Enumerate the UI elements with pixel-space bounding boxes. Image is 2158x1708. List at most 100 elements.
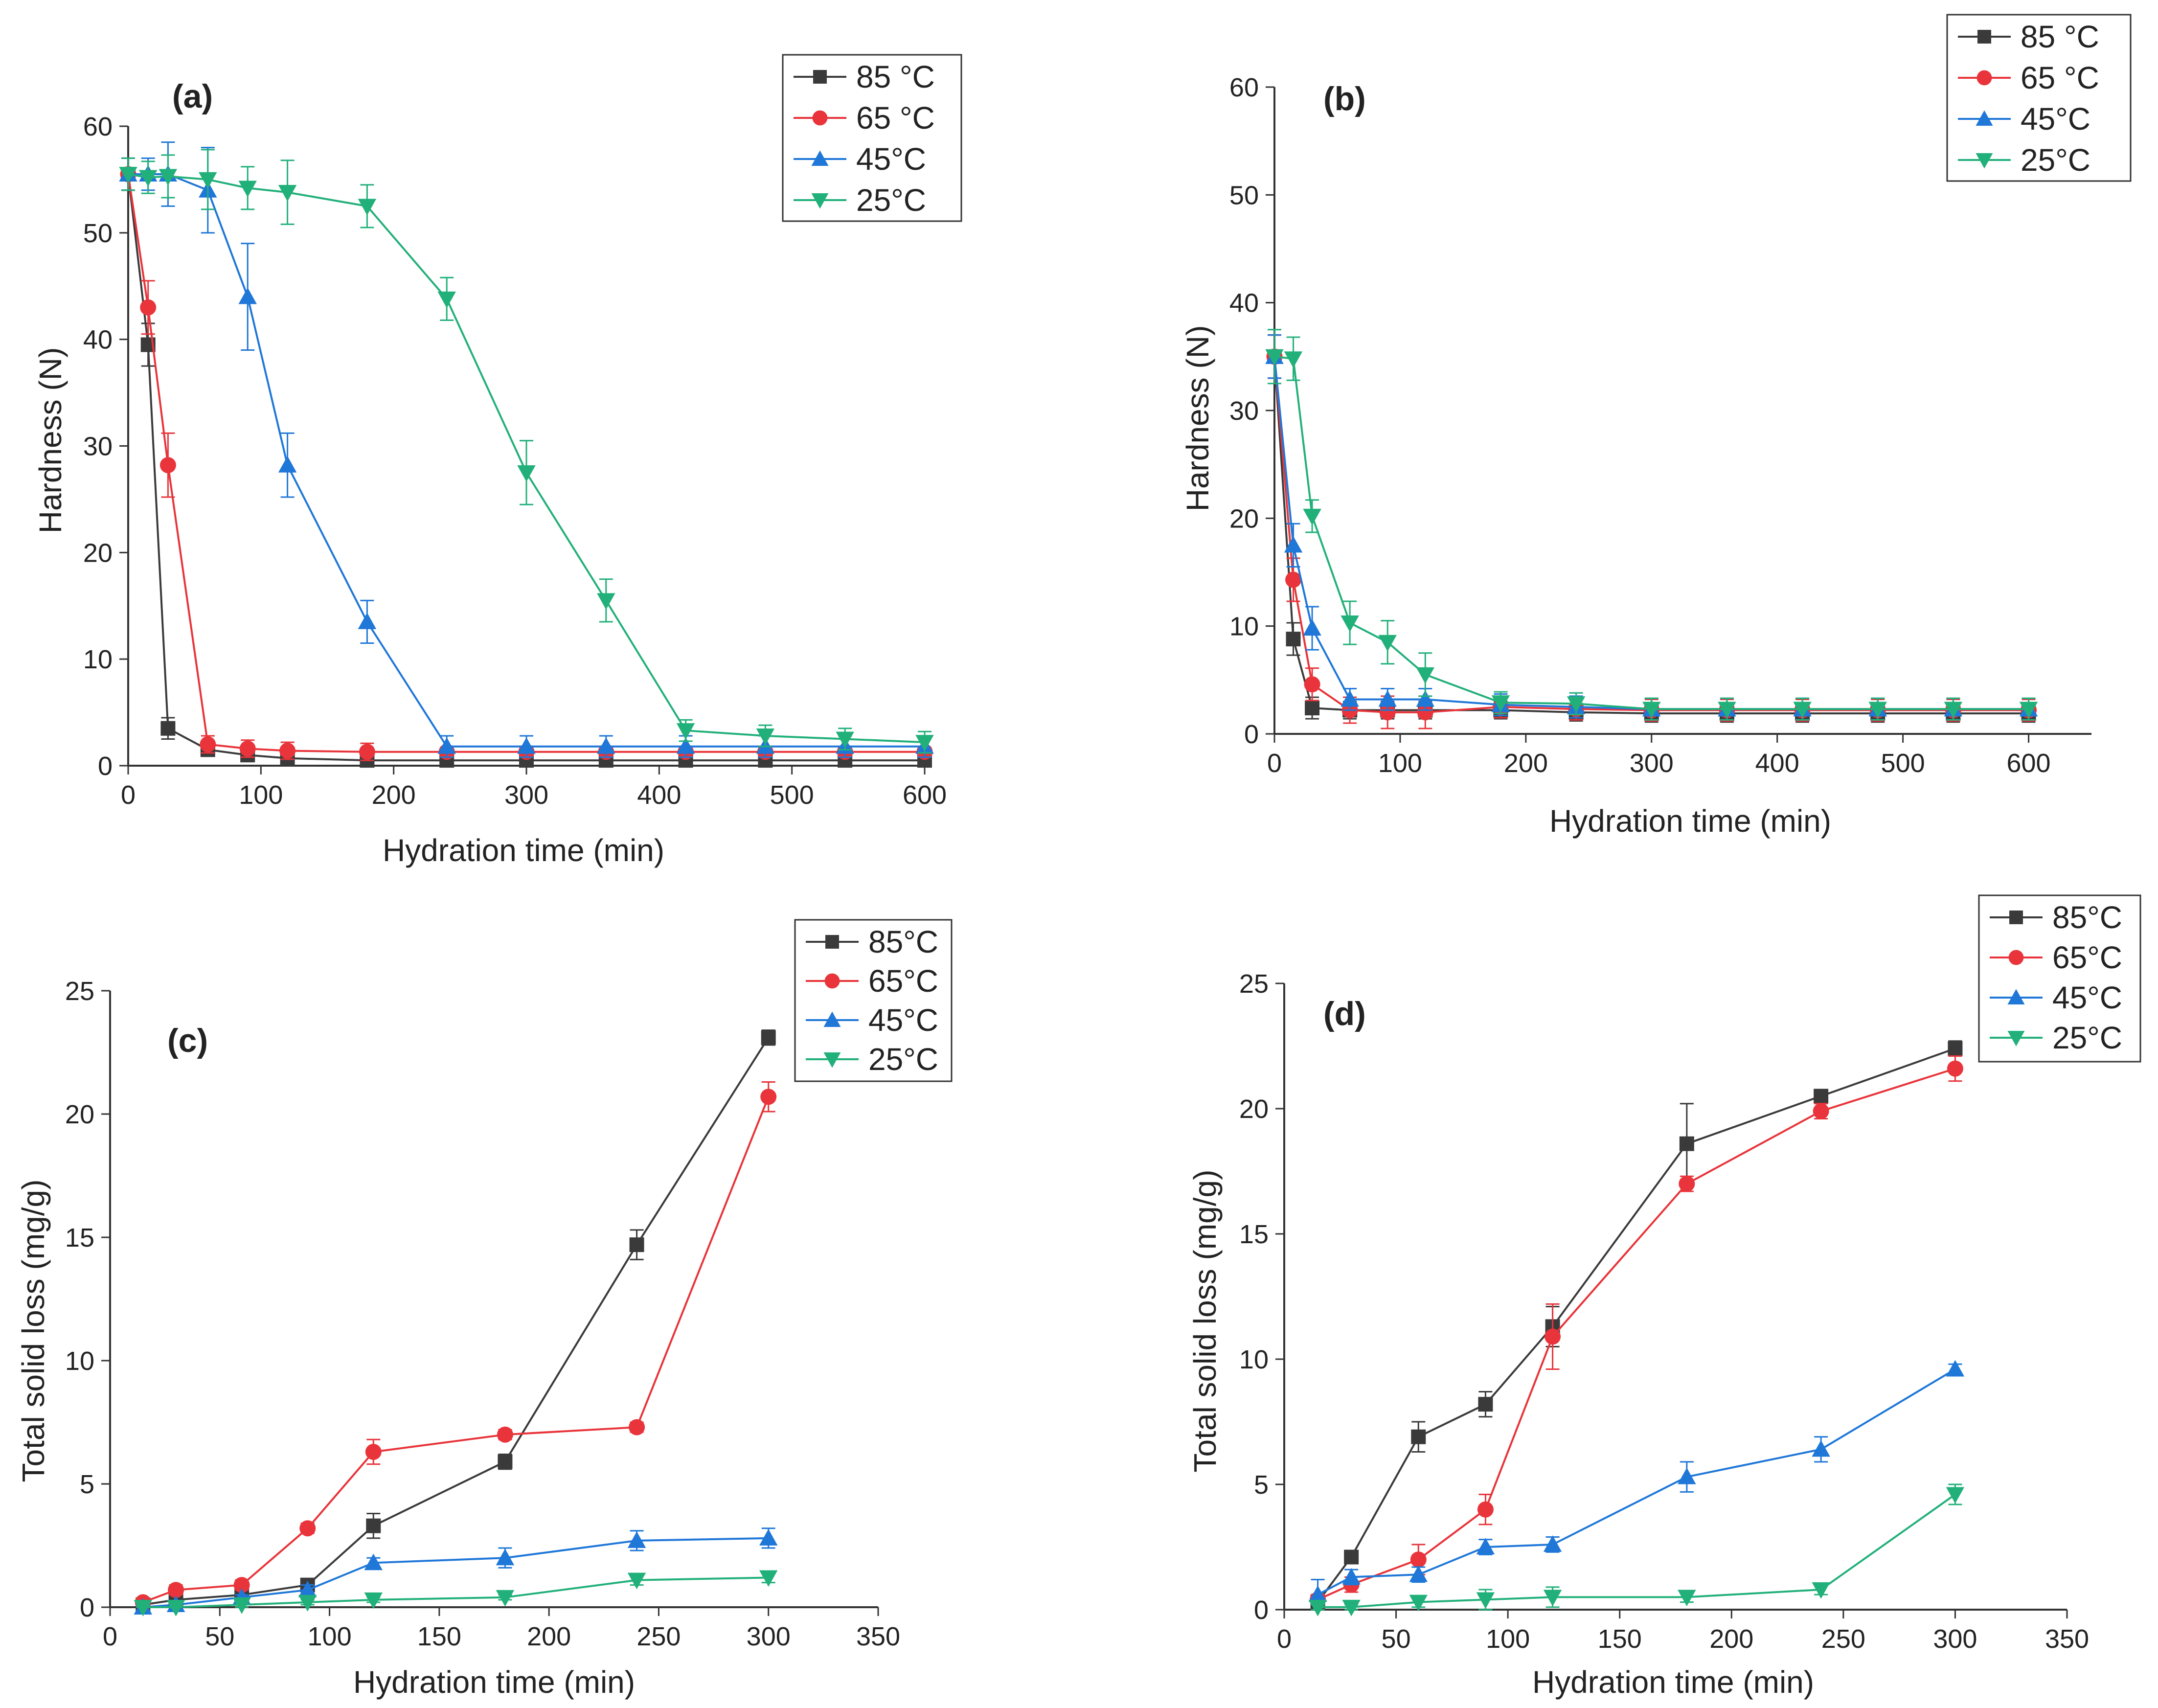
series-line xyxy=(1274,355,2029,710)
data-point xyxy=(756,729,775,745)
data-point xyxy=(365,1443,382,1460)
x-tick-label: 100 xyxy=(1486,1624,1530,1654)
legend-item: 65 °C xyxy=(1958,60,2099,95)
legend-item: 85°C xyxy=(1990,900,2122,935)
legend-label: 85°C xyxy=(2052,900,2122,935)
x-tick-label: 200 xyxy=(372,780,416,810)
data-point xyxy=(1948,1041,1963,1056)
x-tick-label: 100 xyxy=(239,780,283,810)
series-25C xyxy=(134,1570,778,1617)
x-tick-label: 100 xyxy=(1378,749,1422,778)
y-axis-title: Hardness (N) xyxy=(33,347,68,534)
x-tick-label: 350 xyxy=(856,1622,900,1651)
data-point xyxy=(1812,1582,1830,1599)
data-point xyxy=(238,181,257,198)
data-point xyxy=(627,1531,646,1548)
data-point xyxy=(597,737,615,754)
data-point xyxy=(1285,571,1302,588)
series-line xyxy=(128,173,925,744)
data-point xyxy=(597,593,615,610)
y-tick-label: 10 xyxy=(83,645,113,674)
x-tick-label: 50 xyxy=(205,1622,234,1651)
x-tick-label: 50 xyxy=(1382,1624,1411,1654)
data-point xyxy=(364,1553,383,1571)
data-point xyxy=(366,1518,381,1533)
legend-marker xyxy=(825,935,839,949)
data-point xyxy=(437,737,456,754)
series-45C xyxy=(1308,1360,1965,1611)
chart-panel-d: (d) Hydration time (min) Total solid los… xyxy=(1187,894,2141,1700)
x-axis-title: Hydration time (min) xyxy=(1532,1664,1814,1700)
data-point xyxy=(1947,1060,1963,1077)
data-point xyxy=(279,743,296,759)
x-tick-label: 300 xyxy=(1630,749,1674,778)
legend: 85 °C 65 °C 45°C 25°C xyxy=(1946,14,2132,182)
data-point xyxy=(1340,690,1359,707)
x-tick-label: 0 xyxy=(103,1622,117,1651)
y-tick-label: 0 xyxy=(80,1593,94,1622)
panel-label: (a) xyxy=(172,78,213,115)
series-25C xyxy=(1308,1483,1965,1617)
x-tick-label: 300 xyxy=(504,780,548,810)
data-point xyxy=(1679,1136,1694,1151)
data-point xyxy=(1342,1568,1361,1585)
data-point xyxy=(1946,1360,1965,1377)
data-point xyxy=(1718,702,1736,719)
legend-label: 85°C xyxy=(868,924,938,959)
data-point xyxy=(759,1529,778,1546)
x-tick-label: 100 xyxy=(308,1622,352,1651)
legend-box xyxy=(794,919,953,1082)
data-point xyxy=(1305,701,1320,716)
series-line xyxy=(1317,1368,1956,1596)
x-tick-label: 200 xyxy=(1504,749,1548,778)
data-point xyxy=(1284,536,1303,553)
data-point xyxy=(1793,702,1812,719)
data-point xyxy=(358,199,377,216)
data-point xyxy=(1303,508,1321,525)
data-point xyxy=(915,735,934,752)
data-point xyxy=(233,1577,250,1594)
data-point xyxy=(1308,1599,1327,1617)
y-tick-label: 20 xyxy=(83,538,113,568)
x-axis-title: Hydration time (min) xyxy=(1549,803,1831,839)
y-tick-label: 10 xyxy=(65,1346,94,1376)
data-point xyxy=(1411,1429,1426,1444)
data-point xyxy=(1379,704,1396,721)
data-point xyxy=(140,299,157,316)
data-point xyxy=(299,1520,316,1537)
legend-marker xyxy=(1976,110,1993,126)
legend-item: 85 °C xyxy=(1958,19,2099,54)
data-point xyxy=(278,455,297,473)
series-25C xyxy=(119,149,934,754)
legend-marker xyxy=(2009,911,2023,924)
data-point xyxy=(359,744,375,760)
x-tick-label: 500 xyxy=(770,780,814,810)
data-point xyxy=(627,1572,646,1590)
data-point xyxy=(2019,702,2038,719)
data-point xyxy=(239,740,256,757)
data-point xyxy=(1304,676,1320,693)
data-point xyxy=(1286,632,1301,647)
legend-label: 65 °C xyxy=(2021,60,2099,95)
y-tick-label: 25 xyxy=(65,977,94,1006)
data-point xyxy=(676,723,695,740)
y-tick-label: 0 xyxy=(98,752,113,781)
data-point xyxy=(238,287,257,304)
y-tick-label: 50 xyxy=(1229,181,1259,210)
data-point xyxy=(160,721,176,736)
data-point xyxy=(1946,1487,1965,1504)
legend-marker xyxy=(812,110,828,126)
data-point xyxy=(761,1030,776,1045)
data-point xyxy=(159,169,178,186)
y-tick-label: 5 xyxy=(1254,1470,1269,1500)
data-point xyxy=(119,167,137,183)
data-point xyxy=(1303,619,1321,636)
data-point xyxy=(358,613,377,629)
legend-item: 65 °C xyxy=(794,100,935,136)
data-point xyxy=(497,1426,513,1443)
legend-marker xyxy=(824,973,840,989)
chart-panel-a: (a) Hydration time (min) Hardness (N) 0 1… xyxy=(33,54,962,868)
x-tick-label: 0 xyxy=(121,780,136,810)
data-point xyxy=(159,457,176,474)
